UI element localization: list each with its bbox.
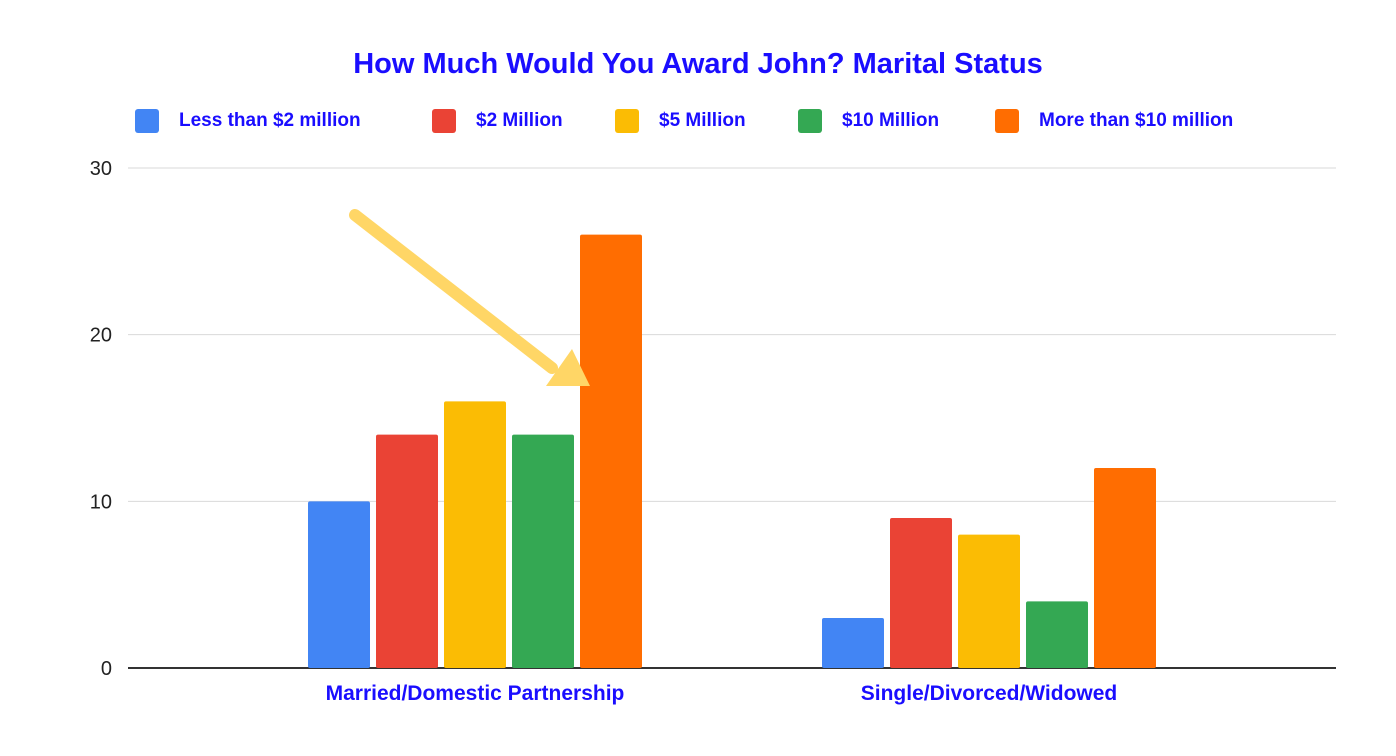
y-tick-label: 0 (101, 658, 112, 680)
legend-swatch (995, 109, 1019, 133)
chart-title: How Much Would You Award John? Marital S… (353, 48, 1043, 80)
bar[interactable] (890, 518, 952, 668)
x-tick-label: Married/Domestic Partnership (326, 682, 625, 705)
x-axis-labels: Married/Domestic Partnership Single/Divor… (326, 682, 1118, 705)
annotation (349, 209, 590, 386)
bar[interactable] (958, 534, 1020, 668)
bar[interactable] (512, 434, 574, 668)
y-axis-ticks: 0 10 20 30 (90, 158, 112, 680)
legend-label: $2 Million (476, 110, 563, 131)
bars (308, 234, 1156, 668)
annotation-arrow-head (546, 349, 590, 386)
bar[interactable] (580, 234, 642, 668)
legend-swatch (135, 109, 159, 133)
legend-swatch (615, 109, 639, 133)
legend-label: $10 Million (842, 110, 940, 131)
legend-item[interactable]: $10 Million (798, 107, 939, 135)
legend-label: More than $10 million (1039, 110, 1234, 131)
y-tick-label: 10 (90, 491, 112, 513)
chart-legend: Less than $2 million $2 Million $5 Milli… (0, 107, 1396, 135)
y-tick-label: 30 (90, 158, 112, 180)
bar[interactable] (308, 501, 370, 668)
bar[interactable] (376, 434, 438, 668)
x-tick-label: Single/Divorced/Widowed (861, 682, 1118, 705)
legend-item[interactable]: More than $10 million (995, 107, 1233, 135)
legend-item[interactable]: Less than $2 million (135, 107, 361, 135)
legend-item[interactable]: $2 Million (432, 107, 563, 135)
annotation-arrow-shaft (349, 209, 558, 374)
legend-item[interactable]: $5 Million (615, 107, 746, 135)
bar[interactable] (444, 401, 506, 668)
bar[interactable] (1026, 601, 1088, 668)
legend-label: Less than $2 million (179, 110, 361, 131)
legend-swatch (798, 109, 822, 133)
y-tick-label: 20 (90, 325, 112, 347)
bar[interactable] (822, 618, 884, 668)
legend-label: $5 Million (659, 110, 746, 131)
bar[interactable] (1094, 468, 1156, 668)
legend-swatch (432, 109, 456, 133)
